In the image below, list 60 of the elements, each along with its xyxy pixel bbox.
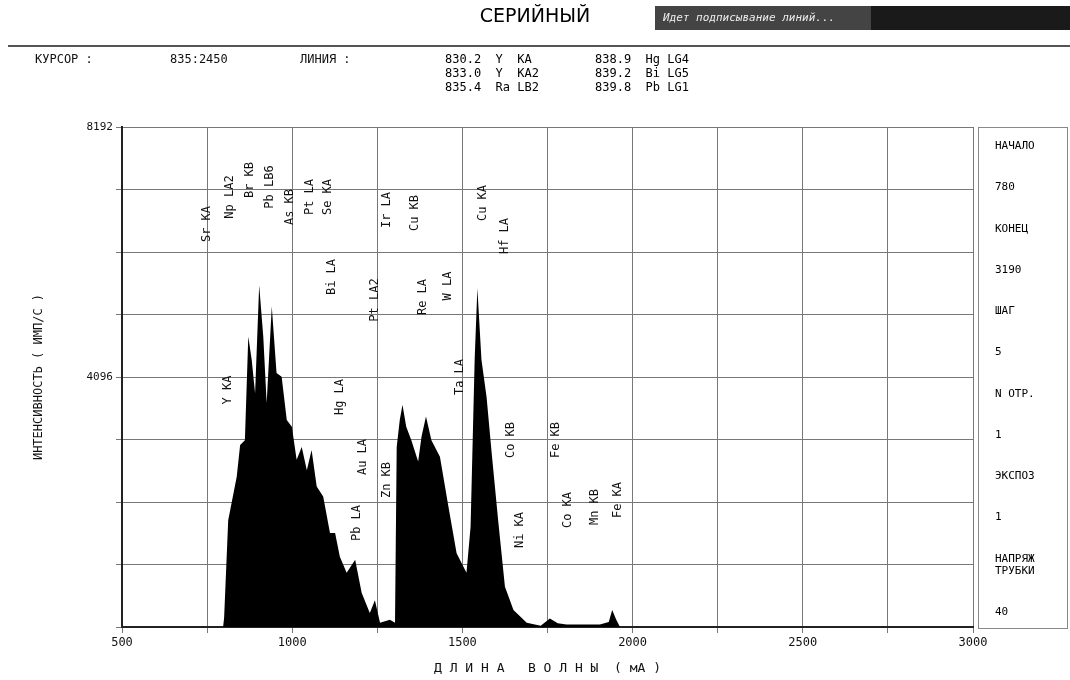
annotation: Ta LA	[452, 358, 467, 396]
annotation: Bi LA	[324, 258, 339, 296]
annotation: Pb LA	[349, 504, 364, 542]
y-tick-label: 4096	[86, 369, 113, 383]
annotation: Mn KB	[587, 488, 602, 526]
annotation: Au LA	[355, 438, 370, 476]
text: ЭКСПОЗ	[995, 469, 1036, 483]
annotation: Ni KA	[512, 511, 527, 549]
text: 5	[995, 345, 1003, 359]
x-tick-label: 2500	[788, 635, 818, 650]
annotation: Fe KB	[548, 421, 563, 459]
annotation: Se KA	[320, 178, 335, 216]
text: 835.4 Ra LB2	[445, 80, 540, 94]
text: НАЧАЛО	[995, 139, 1036, 152]
annotation: Co KB	[503, 421, 518, 459]
annotation: Cu KA	[475, 184, 490, 222]
text: 839.8 Pb LG1	[595, 80, 690, 94]
chart-title: СЕРИЙНЫЙ	[478, 4, 592, 26]
annotation: Hf LA	[497, 217, 512, 255]
annotation: Np LA2	[222, 175, 237, 219]
text: 40	[995, 604, 1010, 618]
text: 838.9 Hg LG4	[595, 52, 690, 66]
annotation: As KB	[282, 188, 297, 226]
x-tick-label: 1000	[277, 635, 307, 650]
annotation: Br KB	[242, 161, 257, 199]
x-tick-label: 3000	[958, 635, 988, 650]
annotation: Re LA	[415, 278, 430, 316]
annotation: Hg LA	[332, 378, 347, 416]
text: 839.2 Bi LG5	[595, 66, 690, 80]
annotation: Pb LB6	[262, 165, 277, 209]
text: ШАГ	[995, 304, 1016, 318]
x-tick-label: 1500	[447, 635, 477, 650]
text: 3190	[995, 262, 1023, 276]
annotation: Sr KA	[199, 205, 214, 243]
y-axis-title: ИНТЕНСИВНОСТЬ ( ИМП/С )	[31, 293, 46, 461]
text: 1	[995, 427, 1003, 441]
text: 1	[995, 510, 1003, 524]
text: 835:2450	[170, 52, 228, 66]
text: 830.2 Y KA	[445, 52, 533, 66]
x-tick-label: 2000	[618, 635, 648, 650]
annotation: Pt LA	[302, 178, 317, 216]
annotation: Fe KA	[610, 481, 625, 519]
text: НАПРЯЖ ТРУБКИ	[995, 551, 1036, 577]
annotation: Co KA	[560, 491, 575, 529]
text: КОНЕЦ	[995, 221, 1030, 235]
text: 780	[995, 180, 1016, 194]
text: Идет подписывание линий...	[655, 6, 871, 30]
annotation: W LA	[440, 270, 455, 301]
text: ЛИНИЯ :	[300, 52, 351, 66]
annotation: Pt LA2	[367, 278, 382, 322]
x-axis-title: Д Л И Н А В О Л Н Ы ( мА )	[434, 659, 661, 675]
y-tick-label: 8192	[86, 119, 113, 133]
annotation: Cu KB	[407, 194, 422, 232]
text: КУРСОР :	[35, 52, 93, 66]
annotation: Zn KB	[379, 461, 394, 499]
text: 833.0 Y KA2	[445, 66, 540, 80]
x-tick-label: 500	[111, 635, 133, 650]
annotation: Y KA	[220, 374, 235, 405]
annotation: Ir LA	[379, 191, 394, 229]
text: N ОТР.	[995, 386, 1036, 400]
